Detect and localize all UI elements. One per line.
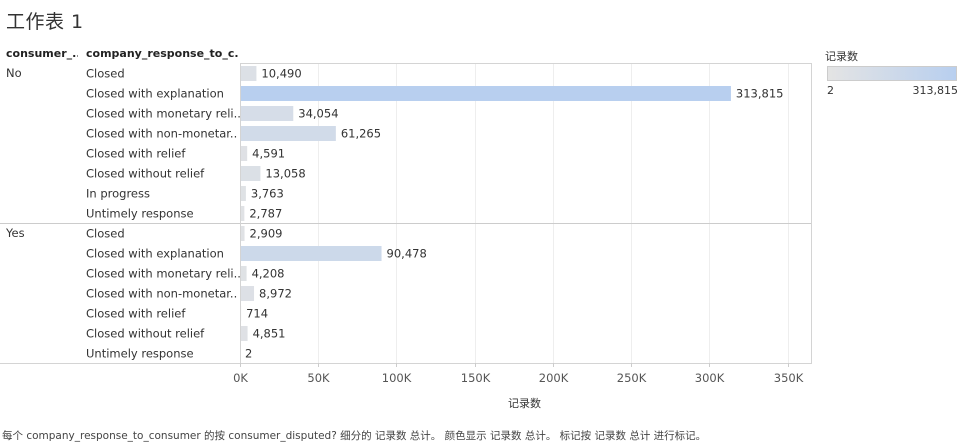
row-label: Closed with monetary reli.. <box>86 107 241 121</box>
data-label: 4,208 <box>252 267 285 281</box>
color-legend-gradient[interactable] <box>827 66 957 81</box>
row-label: Closed with explanation <box>86 247 224 261</box>
row-label: Closed without relief <box>86 327 205 341</box>
bar[interactable] <box>241 226 245 241</box>
color-legend-max: 313,815 <box>912 84 959 97</box>
data-label: 2 <box>245 347 252 361</box>
data-label: 10,490 <box>261 67 301 81</box>
row-label: Closed with relief <box>86 147 186 161</box>
color-legend-title: 记录数 <box>825 50 858 63</box>
bar[interactable] <box>241 106 294 121</box>
data-label: 61,265 <box>341 127 381 141</box>
data-label: 3,763 <box>251 187 284 201</box>
column-header-company-response[interactable]: company_response_to_c.. <box>86 47 238 60</box>
x-tick-label: 50K <box>307 371 330 385</box>
row-label: Closed <box>86 67 125 81</box>
row-label: In progress <box>86 187 150 201</box>
bar[interactable] <box>241 86 731 101</box>
bar[interactable] <box>241 146 248 161</box>
row-label: Closed <box>86 227 125 241</box>
row-label: Closed without relief <box>86 167 205 181</box>
x-tick-label: 0K <box>233 371 248 385</box>
data-label: 34,054 <box>298 107 338 121</box>
row-label: Untimely response <box>86 347 194 361</box>
bar[interactable] <box>241 266 247 281</box>
group-label-no: No <box>6 66 22 80</box>
row-label: Untimely response <box>86 207 194 221</box>
x-axis-title: 记录数 <box>508 397 541 410</box>
data-label: 2,787 <box>249 207 282 221</box>
x-tick-label: 150K <box>461 371 491 385</box>
data-label: 4,851 <box>253 327 286 341</box>
row-label: Closed with non-monetar.. <box>86 287 237 301</box>
sheet-title: 工作表 1 <box>6 11 84 33</box>
x-tick-label: 250K <box>617 371 647 385</box>
x-tick-label: 200K <box>539 371 569 385</box>
data-label: 2,909 <box>250 227 283 241</box>
bar[interactable] <box>241 126 336 141</box>
column-header-consumer-disputed[interactable]: consumer_.. <box>6 47 78 60</box>
bar[interactable] <box>241 246 382 261</box>
row-label: Closed with non-monetar.. <box>86 127 237 141</box>
row-label: Closed with relief <box>86 307 186 321</box>
x-tick-label: 300K <box>695 371 725 385</box>
sheet-caption: 每个 company_response_to_consumer 的按 consu… <box>2 430 707 442</box>
bar[interactable] <box>241 186 246 201</box>
x-tick-label: 100K <box>382 371 412 385</box>
bar[interactable] <box>241 206 245 221</box>
data-label: 8,972 <box>259 287 292 301</box>
row-label: Closed with explanation <box>86 87 224 101</box>
bar[interactable] <box>241 286 255 301</box>
data-label: 714 <box>246 307 268 321</box>
data-label: 13,058 <box>265 167 305 181</box>
bar[interactable] <box>241 166 261 181</box>
bar[interactable] <box>241 66 257 81</box>
data-label: 4,591 <box>252 147 285 161</box>
data-label: 313,815 <box>736 87 784 101</box>
plot-border <box>240 63 812 364</box>
x-tick-label: 350K <box>774 371 804 385</box>
group-label-yes: Yes <box>5 226 25 240</box>
bar[interactable] <box>241 326 248 341</box>
data-label: 90,478 <box>387 247 427 261</box>
color-legend-min: 2 <box>827 84 834 97</box>
row-label: Closed with monetary reli.. <box>86 267 241 281</box>
